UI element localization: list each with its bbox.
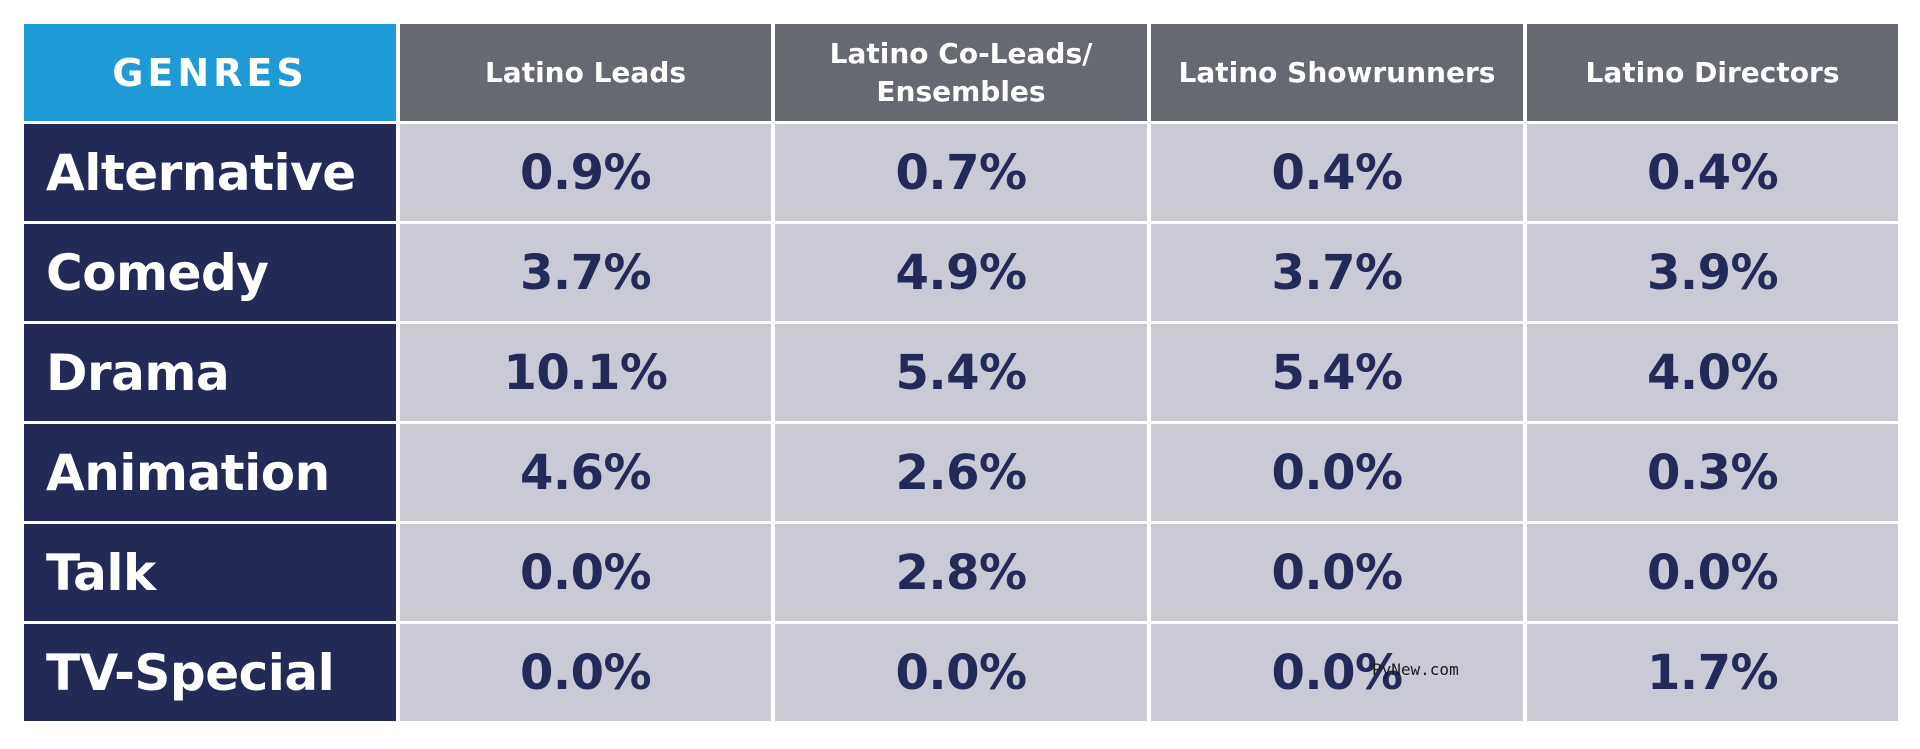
genre-drama: Drama xyxy=(24,324,396,421)
value-cell: 0.4% xyxy=(1151,124,1523,221)
header-latino-co-leads: Latino Co-Leads/ Ensembles xyxy=(775,24,1147,121)
value-cell: 3.7% xyxy=(400,224,771,321)
value-cell: 0.0% xyxy=(1151,424,1523,521)
value-cell: 3.9% xyxy=(1527,224,1898,321)
value-cell: 0.0% xyxy=(1151,524,1523,621)
value-cell: 3.7% xyxy=(1151,224,1523,321)
value-cell: 4.6% xyxy=(400,424,771,521)
genre-alternative: Alternative xyxy=(24,124,396,221)
value-cell: 0.0% xyxy=(400,524,771,621)
value-cell: 0.9% xyxy=(400,124,771,221)
value-cell: 4.9% xyxy=(775,224,1147,321)
header-latino-showrunners: Latino Showrunners xyxy=(1151,24,1523,121)
genre-tv-special: TV-Special xyxy=(24,624,396,721)
value-cell: 2.6% xyxy=(775,424,1147,521)
value-cell: 2.8% xyxy=(775,524,1147,621)
value-cell: 0.3% xyxy=(1527,424,1898,521)
value-cell: 0.0% xyxy=(1527,524,1898,621)
value-cell: 0.4% xyxy=(1527,124,1898,221)
header-latino-directors: Latino Directors xyxy=(1527,24,1898,121)
value-cell: 4.0% xyxy=(1527,324,1898,421)
latino-genre-table: GENRES Latino Leads Latino Co-Leads/ Ens… xyxy=(24,24,1900,723)
value-cell: 0.0% xyxy=(400,624,771,721)
value-cell: 10.1% xyxy=(400,324,771,421)
genre-animation: Animation xyxy=(24,424,396,521)
value-cell: 0.7% xyxy=(775,124,1147,221)
value-cell: 5.4% xyxy=(1151,324,1523,421)
value-cell: 5.4% xyxy=(775,324,1147,421)
value-cell: 0.0% xyxy=(1151,624,1523,721)
header-genres: GENRES xyxy=(24,24,396,121)
value-cell: 1.7% xyxy=(1527,624,1898,721)
table-grid: GENRES Latino Leads Latino Co-Leads/ Ens… xyxy=(24,24,1900,723)
watermark: PyNew.com xyxy=(1372,660,1459,679)
genre-comedy: Comedy xyxy=(24,224,396,321)
value-cell: 0.0% xyxy=(775,624,1147,721)
header-latino-leads: Latino Leads xyxy=(400,24,771,121)
genre-talk: Talk xyxy=(24,524,396,621)
